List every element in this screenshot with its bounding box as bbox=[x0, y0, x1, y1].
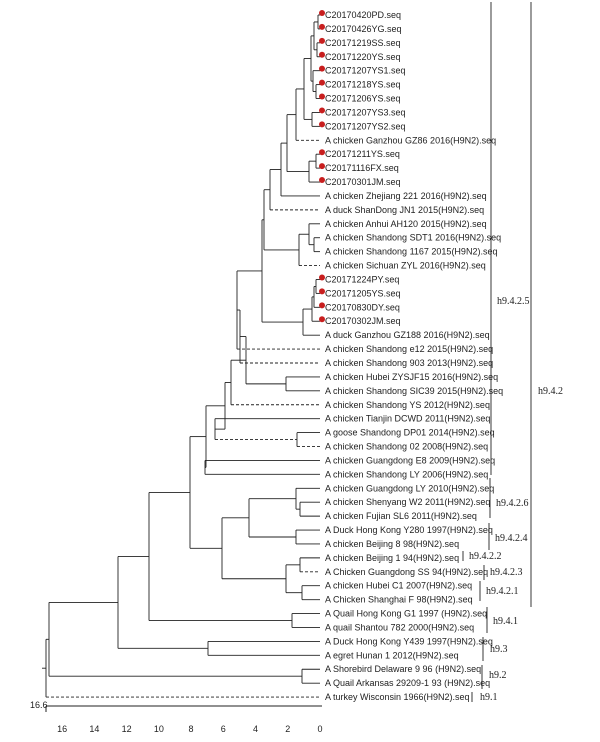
tip-label: A chicken Hubei C1 2007(H9N2).seq bbox=[325, 581, 472, 591]
tip-label: A chicken Guangdong E8 2009(H9N2).seq bbox=[325, 455, 495, 465]
clade-annotations: h9.4.2.5 h9.4.2 h9.4.2.6 h9.4.2.4 h9.4.2.2 h9… bbox=[462, 2, 563, 703]
clade-label: h9.4.2.1 bbox=[486, 586, 519, 597]
clade-label: h9.3 bbox=[490, 644, 508, 655]
clade-label: h9.4.2.2 bbox=[469, 551, 502, 562]
sample-marker bbox=[319, 65, 325, 72]
sample-marker bbox=[319, 149, 325, 156]
sample-marker bbox=[319, 316, 325, 323]
tip-label: A chicken Guangdong LY 2010(H9N2).seq bbox=[325, 483, 494, 493]
axis-tick-label: 2 bbox=[285, 724, 290, 734]
clade-label: h9.4.2.4 bbox=[495, 533, 528, 544]
tip-label: A chicken Shenyang W2 2011(H9N2).seq bbox=[325, 497, 490, 507]
clade-label: h9.4.2.6 bbox=[496, 498, 529, 509]
sample-marker bbox=[319, 51, 325, 58]
clade-label: h9.2 bbox=[489, 670, 507, 681]
tip-label: A chicken Shandong LY 2006(H9N2).seq bbox=[325, 469, 488, 479]
tip-label: C20171206YS.seq bbox=[325, 94, 401, 104]
tip-label: C20171207YS3.seq bbox=[325, 107, 406, 117]
distance-axis: 16.6 16 14 12 10 8 6 4 2 0 bbox=[30, 700, 323, 734]
tip-label: C20171207YS2.seq bbox=[325, 121, 406, 131]
tip-label: A chicken Shandong 903 2013(H9N2).seq bbox=[325, 358, 493, 368]
clade-label: h9.4.2.3 bbox=[490, 567, 523, 578]
tip-label: C20170301JM.seq bbox=[325, 177, 401, 187]
sample-marker bbox=[319, 10, 325, 16]
tip-label: C20171219SS.seq bbox=[325, 38, 401, 48]
tip-label: A chicken Fujian SL6 2011(H9N2).seq bbox=[325, 511, 477, 521]
scale-label: 16.6 bbox=[30, 700, 48, 710]
tip-label: C20170830DY.seq bbox=[325, 302, 400, 312]
clade-label: h9.1 bbox=[480, 692, 498, 703]
tip-labels: C20170420PD.seq C20170426YG.seq C20171219S… bbox=[325, 10, 503, 702]
tip-label: C20170426YG.seq bbox=[325, 24, 402, 34]
tip-label: A chicken Shandong SIC39 2015(H9N2).seq bbox=[325, 386, 503, 396]
tip-label: A chicken Shandong SDT1 2016(H9N2).seq bbox=[325, 233, 501, 243]
tip-label: C20171211YS.seq bbox=[325, 149, 400, 159]
sample-marker bbox=[319, 121, 325, 128]
tip-label: C20170302JM.seq bbox=[325, 316, 401, 326]
sample-marker bbox=[319, 274, 325, 281]
sample-marker bbox=[319, 163, 325, 170]
sample-markers bbox=[319, 10, 325, 323]
tip-label: C20171220YS.seq bbox=[325, 52, 401, 62]
tip-label: C20171224PY.seq bbox=[325, 274, 399, 284]
tip-label: A goose Shandong DP01 2014(H9N2).seq bbox=[325, 428, 495, 438]
sample-marker bbox=[319, 93, 325, 100]
tip-label: A chicken Sichuan ZYL 2016(H9N2).seq bbox=[325, 261, 486, 271]
sample-marker bbox=[319, 37, 325, 44]
sample-marker bbox=[319, 23, 325, 30]
tip-label: C20170420PD.seq bbox=[325, 10, 401, 20]
tip-label: A Chicken Guangdong SS 94(H9N2).seq bbox=[325, 567, 488, 577]
axis-tick-label: 14 bbox=[89, 724, 99, 734]
tip-label: A quail Shantou 782 2000(H9N2).seq bbox=[325, 622, 474, 632]
tip-label: A chicken Ganzhou GZ86 2016(H9N2).seq bbox=[325, 135, 496, 145]
clade-label: h9.4.2.5 bbox=[497, 296, 530, 307]
axis-tick-label: 0 bbox=[317, 724, 322, 734]
tip-label: A chicken Shandong 1167 2015(H9N2).seq bbox=[325, 247, 497, 257]
tip-label: A turkey Wisconsin 1966(H9N2).seq bbox=[325, 692, 470, 702]
tree-branches bbox=[42, 14, 320, 698]
tip-label: A Chicken Shanghai F 98(H9N2).seq bbox=[325, 595, 473, 605]
tip-label: A chicken Shandong YS 2012(H9N2).seq bbox=[325, 400, 490, 410]
sample-marker bbox=[319, 107, 325, 114]
clade-label: h9.4.1 bbox=[493, 616, 518, 627]
tip-label: A chicken Shandong e12 2015(H9N2).seq bbox=[325, 344, 493, 354]
sample-marker bbox=[319, 177, 325, 184]
tip-label: A chicken Hubei ZYSJF15 2016(H9N2).seq bbox=[325, 372, 498, 382]
tip-label: C20171218YS.seq bbox=[325, 80, 401, 90]
axis-tick-label: 16 bbox=[57, 724, 67, 734]
axis-tick-label: 8 bbox=[189, 724, 194, 734]
tip-label: A Duck Hong Kong Y439 1997(H9N2).seq bbox=[325, 636, 493, 646]
tip-label: A chicken Anhui AH120 2015(H9N2).seq bbox=[325, 219, 487, 229]
tip-label: C20171207YS1.seq bbox=[325, 66, 406, 76]
tip-label: A chicken Beijing 1 94(H9N2).seq bbox=[325, 553, 459, 563]
sample-marker bbox=[319, 302, 325, 309]
axis-tick-label: 4 bbox=[253, 724, 258, 734]
tip-label: A chicken Zhejiang 221 2016(H9N2).seq bbox=[325, 191, 487, 201]
tip-label: A chicken Beijing 8 98(H9N2).seq bbox=[325, 539, 459, 549]
tip-label: A Quail Hong Kong G1 1997 (H9N2).seq bbox=[325, 609, 487, 619]
axis-tick-label: 10 bbox=[154, 724, 164, 734]
tip-label: A duck ShanDong JN1 2015(H9N2).seq bbox=[325, 205, 484, 215]
tip-label: A chicken Shandong 02 2008(H9N2).seq bbox=[325, 442, 488, 452]
tip-label: A Duck Hong Kong Y280 1997(H9N2).seq bbox=[325, 525, 493, 535]
tip-label: C20171116FX.seq bbox=[325, 163, 399, 173]
axis-tick-label: 12 bbox=[122, 724, 132, 734]
clade-label: h9.4.2 bbox=[538, 386, 563, 397]
axis-tick-label: 6 bbox=[221, 724, 226, 734]
sample-marker bbox=[319, 288, 325, 295]
tip-label: A duck Ganzhou GZ188 2016(H9N2).seq bbox=[325, 330, 490, 340]
tip-label: A Quail Arkansas 29209-1 93 (H9N2).seq bbox=[325, 678, 490, 688]
tip-label: A chicken Tianjin DCWD 2011(H9N2).seq bbox=[325, 414, 490, 424]
tip-label: A egret Hunan 1 2012(H9N2).seq bbox=[325, 650, 459, 660]
sample-marker bbox=[319, 79, 325, 86]
tip-label: C20171205YS.seq bbox=[325, 288, 401, 298]
tip-label: A Shorebird Delaware 9 96 (H9N2).seq bbox=[325, 664, 481, 674]
